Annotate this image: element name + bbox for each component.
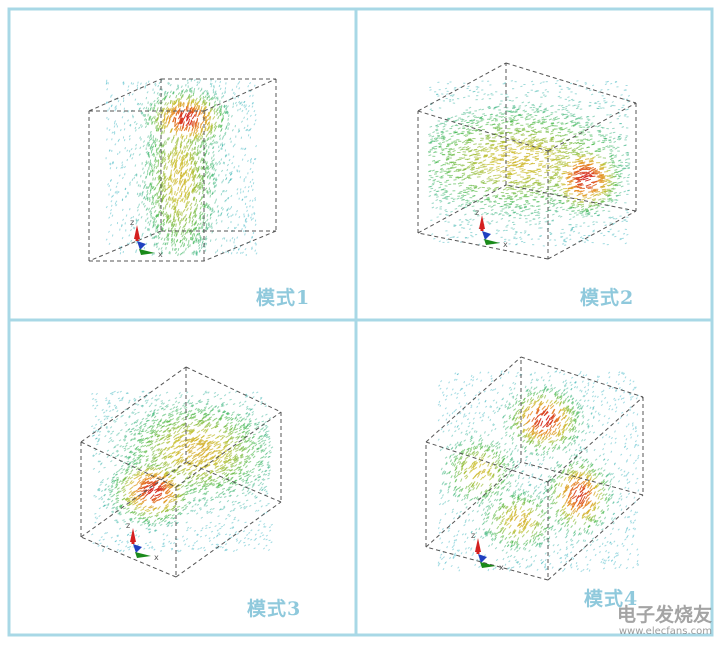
bounding-box: [89, 79, 276, 261]
field-plot-3: zx: [11, 322, 354, 633]
vector-field: [438, 371, 639, 572]
bounding-box: [426, 357, 643, 580]
axis-triad: zx: [471, 531, 504, 572]
axis-z-label: z: [130, 218, 134, 227]
axis-triad: zx: [126, 521, 159, 562]
watermark: 电子发烧友 www.elecfans.com: [617, 606, 712, 637]
axis-z-label: z: [471, 531, 475, 540]
mode-label-2: 模式2: [580, 283, 634, 310]
field-plot-2: zx: [358, 11, 710, 318]
watermark-url: www.elecfans.com: [617, 627, 712, 637]
vector-field: [428, 80, 630, 246]
axis-z-label: z: [475, 208, 479, 217]
field-plot-4: zx: [358, 322, 710, 633]
axis-x-label: x: [158, 250, 163, 259]
axis-x-label: x: [154, 553, 159, 562]
bounding-box: [81, 367, 281, 577]
axis-x-label: x: [499, 563, 504, 572]
mode-label-1: 模式1: [256, 283, 310, 310]
vector-field: [91, 391, 273, 552]
axis-z-label: z: [126, 521, 130, 530]
vector-field: [106, 79, 257, 256]
field-plot-1: zx: [11, 11, 354, 318]
watermark-text: 电子发烧友: [617, 606, 712, 625]
mode-label-3: 模式3: [247, 594, 301, 621]
axis-x-label: x: [503, 240, 508, 249]
